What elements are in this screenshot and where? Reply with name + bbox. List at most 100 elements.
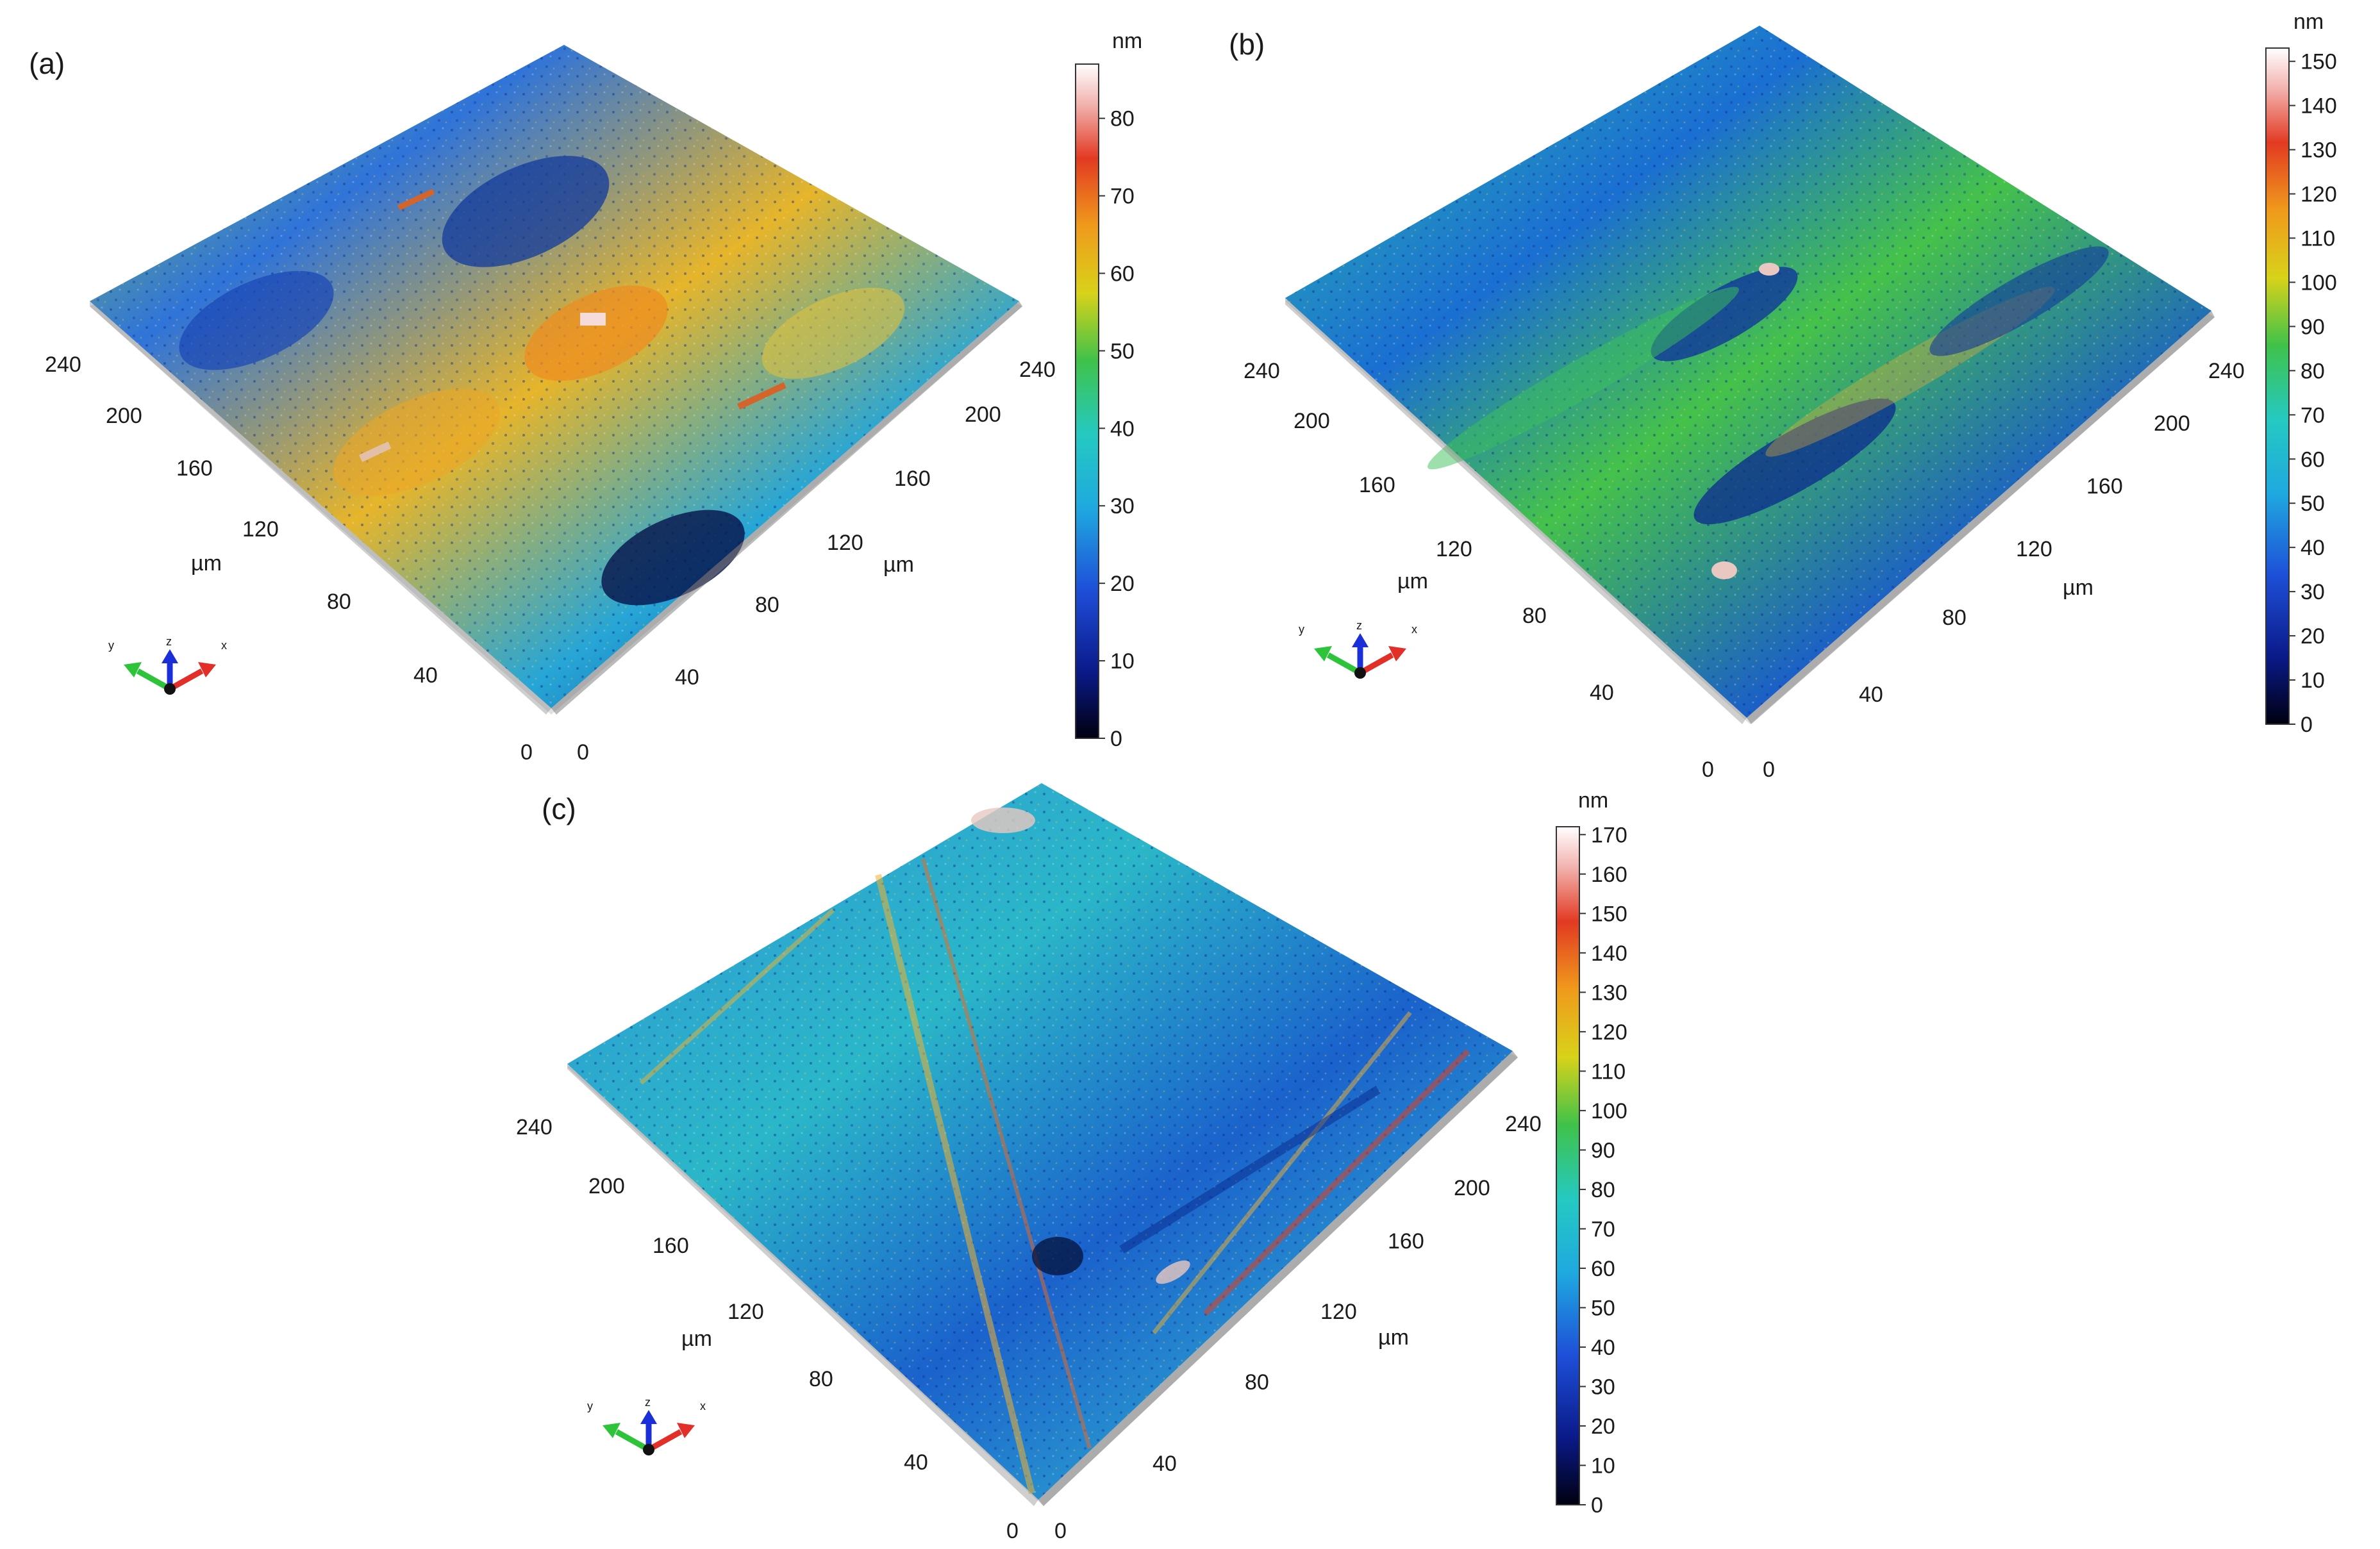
colorbar-tick-label: 80 — [2301, 359, 2325, 383]
colorbar-tick-label: 50 — [1110, 339, 1135, 363]
coordinate-triad-c: z y x — [587, 1396, 706, 1455]
colorbar-unit-a: nm — [1112, 29, 1142, 53]
colorbar-tick-label: 60 — [2301, 447, 2325, 472]
colorbar-b: nm 0 10 20 30 40 50 60 70 80 90 100 110 120 130 140 150 — [2265, 10, 2337, 737]
tick-label: 160 — [894, 467, 931, 491]
tick-label: 200 — [1454, 1176, 1490, 1200]
colorbar-tick-label: 80 — [1110, 107, 1135, 131]
tick-label: 40 — [904, 1450, 928, 1475]
colorbar-tick-label: 20 — [1110, 572, 1135, 596]
tick-label: 160 — [176, 456, 213, 481]
colorbar-tick-label: 110 — [1591, 1059, 1626, 1084]
panel-label-a: (a) — [29, 47, 65, 80]
colorbar-tick-label: 40 — [2301, 536, 2325, 560]
colorbar-tick-label: 170 — [1591, 823, 1627, 847]
tick-label: 80 — [1942, 606, 1967, 630]
surface-plot-c — [567, 783, 1518, 1506]
colorbar-unit-b: nm — [2293, 10, 2324, 34]
colorbar-c: nm 0 10 20 30 40 50 60 70 80 90 100 110 120 130 140 150… — [1556, 788, 1627, 1518]
tick-label: 120 — [827, 531, 863, 555]
tick-label: 40 — [413, 663, 438, 688]
colorbar-tick-label: 0 — [2301, 713, 2313, 737]
tick-label: 120 — [242, 517, 279, 542]
tick-label: 240 — [1019, 358, 1056, 382]
colorbar-tick-label: 130 — [1591, 981, 1627, 1005]
colorbar-tick-label: 10 — [2301, 668, 2325, 693]
colorbar-tick-label: 130 — [2301, 138, 2337, 163]
colorbar-tick-label: 70 — [2301, 403, 2325, 427]
axis-unit-label: µm — [1378, 1325, 1409, 1350]
tick-label: 40 — [675, 665, 699, 690]
tick-label: 40 — [1590, 681, 1614, 705]
colorbar-tick-label: 110 — [2301, 227, 2335, 251]
tick-label: 240 — [516, 1115, 553, 1139]
colorbar-tick-label: 100 — [1591, 1099, 1627, 1123]
axis-unit-label: µm — [883, 552, 914, 577]
colorbar-tick-label: 140 — [1591, 941, 1627, 966]
tick-label: 0 — [1054, 1519, 1067, 1543]
colorbar-tick-label: 50 — [1591, 1296, 1615, 1320]
panel-c: (c) 240 200 160 120 µm 80 40 0 — [516, 783, 1627, 1543]
colorbar-tick-label: 150 — [1591, 902, 1627, 926]
surface-plot-b — [1285, 26, 2215, 724]
tick-label: 160 — [1388, 1229, 1424, 1254]
colorbar-tick-label: 10 — [1110, 649, 1135, 674]
colorbar-tick-label: 40 — [1110, 417, 1135, 441]
colorbar-unit-c: nm — [1578, 788, 1608, 813]
triad-x-label: x — [1411, 623, 1417, 636]
tick-label: 40 — [1859, 683, 1883, 707]
colorbar-tick-label: 140 — [2301, 94, 2337, 119]
tick-label: 0 — [1763, 758, 1775, 782]
triad-y-label: y — [587, 1400, 593, 1412]
colorbar-tick-label: 50 — [2301, 492, 2325, 516]
colorbar-tick-label: 30 — [1591, 1375, 1615, 1399]
colorbar-tick-label: 0 — [1110, 727, 1122, 751]
triad-y-label: y — [1299, 623, 1304, 636]
axis-ticks-right-a: 240 200 160 120 µm 80 40 0 — [577, 358, 1056, 765]
tick-label: 240 — [1244, 359, 1280, 383]
surface-plot-a — [90, 45, 1022, 715]
tick-label: 0 — [1702, 758, 1714, 782]
axis-ticks-left-b: 240 200 160 120 µm 80 40 0 — [1244, 359, 1714, 782]
colorbar-tick-label: 100 — [2301, 270, 2337, 295]
colorbar-tick-label: 90 — [2301, 315, 2325, 339]
tick-label: 200 — [2154, 411, 2190, 436]
colorbar-tick-label: 70 — [1591, 1217, 1615, 1241]
tick-label: 160 — [2086, 474, 2123, 499]
axis-unit-label: µm — [681, 1327, 712, 1351]
tick-label: 200 — [588, 1174, 625, 1198]
colorbar-ticks-b: 0 10 20 30 40 50 60 70 80 90 100 110 120 130 140 150 — [2289, 50, 2337, 737]
axis-ticks-left-a: 240 200 160 120 µm 80 40 0 — [45, 352, 533, 765]
triad-z-label: z — [645, 1396, 651, 1409]
colorbar-tick-label: 120 — [2301, 183, 2337, 207]
colorbar-tick-label: 20 — [1591, 1414, 1615, 1439]
tick-label: 200 — [965, 402, 1001, 427]
tick-label: 80 — [809, 1367, 833, 1391]
axis-unit-label: µm — [1397, 569, 1428, 593]
triad-x-label: x — [221, 639, 227, 652]
colorbar-tick-label: 120 — [1591, 1020, 1627, 1045]
tick-label: 40 — [1153, 1452, 1177, 1476]
colorbar-tick-label: 60 — [1110, 261, 1135, 286]
panel-label-b: (b) — [1229, 28, 1265, 61]
tick-label: 200 — [106, 404, 142, 428]
tick-label: 240 — [2208, 359, 2245, 383]
tick-label: 0 — [1006, 1519, 1019, 1543]
axis-unit-label: µm — [2063, 576, 2093, 600]
tick-label: 160 — [653, 1234, 689, 1258]
triad-z-label: z — [1356, 619, 1362, 632]
colorbar-tick-label: 40 — [1591, 1336, 1615, 1360]
axis-ticks-right-c: 240 200 160 120 µm 80 40 0 — [1054, 1112, 1542, 1543]
tick-label: 120 — [728, 1300, 764, 1324]
triad-x-label: x — [700, 1400, 706, 1412]
coordinate-triad-b: z y x — [1299, 619, 1417, 679]
tick-label: 80 — [327, 590, 351, 614]
colorbar-tick-label: 90 — [1591, 1138, 1615, 1163]
colorbar-tick-label: 160 — [1591, 863, 1627, 887]
tick-label: 200 — [1294, 409, 1330, 433]
triad-z-label: z — [166, 635, 172, 648]
colorbar-tick-label: 10 — [1591, 1454, 1615, 1478]
tick-label: 0 — [520, 740, 533, 765]
panel-label-c: (c) — [542, 792, 576, 825]
